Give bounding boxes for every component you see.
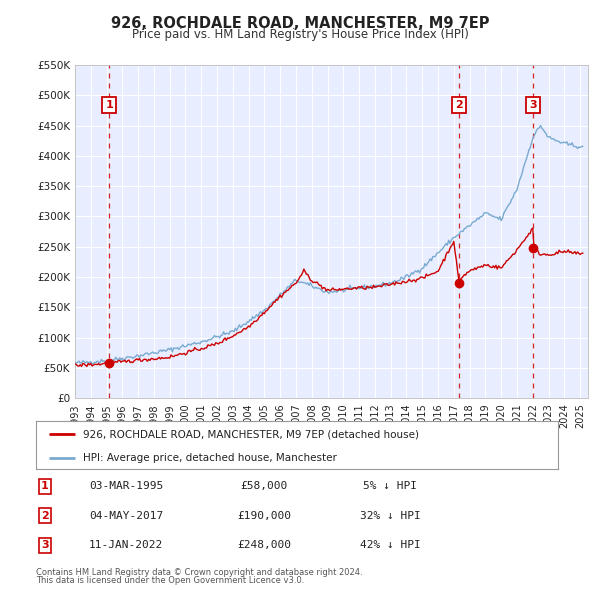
Text: £58,000: £58,000: [241, 481, 287, 491]
Text: 32% ↓ HPI: 32% ↓ HPI: [359, 511, 421, 520]
Text: 2: 2: [41, 511, 49, 520]
Text: 04-MAY-2017: 04-MAY-2017: [89, 511, 163, 520]
Text: 1: 1: [41, 481, 49, 491]
Text: 3: 3: [41, 540, 49, 550]
Text: 926, ROCHDALE ROAD, MANCHESTER, M9 7EP (detached house): 926, ROCHDALE ROAD, MANCHESTER, M9 7EP (…: [83, 429, 419, 439]
Text: 42% ↓ HPI: 42% ↓ HPI: [359, 540, 421, 550]
Text: £190,000: £190,000: [237, 511, 291, 520]
Text: Contains HM Land Registry data © Crown copyright and database right 2024.: Contains HM Land Registry data © Crown c…: [36, 568, 362, 577]
Text: 03-MAR-1995: 03-MAR-1995: [89, 481, 163, 491]
Text: 1: 1: [106, 100, 113, 110]
Text: 926, ROCHDALE ROAD, MANCHESTER, M9 7EP: 926, ROCHDALE ROAD, MANCHESTER, M9 7EP: [111, 16, 489, 31]
Text: 3: 3: [529, 100, 537, 110]
Text: Price paid vs. HM Land Registry's House Price Index (HPI): Price paid vs. HM Land Registry's House …: [131, 28, 469, 41]
Text: 11-JAN-2022: 11-JAN-2022: [89, 540, 163, 550]
Text: This data is licensed under the Open Government Licence v3.0.: This data is licensed under the Open Gov…: [36, 576, 304, 585]
Text: 5% ↓ HPI: 5% ↓ HPI: [363, 481, 417, 491]
Text: HPI: Average price, detached house, Manchester: HPI: Average price, detached house, Manc…: [83, 453, 337, 463]
Text: 2: 2: [455, 100, 463, 110]
Text: £248,000: £248,000: [237, 540, 291, 550]
